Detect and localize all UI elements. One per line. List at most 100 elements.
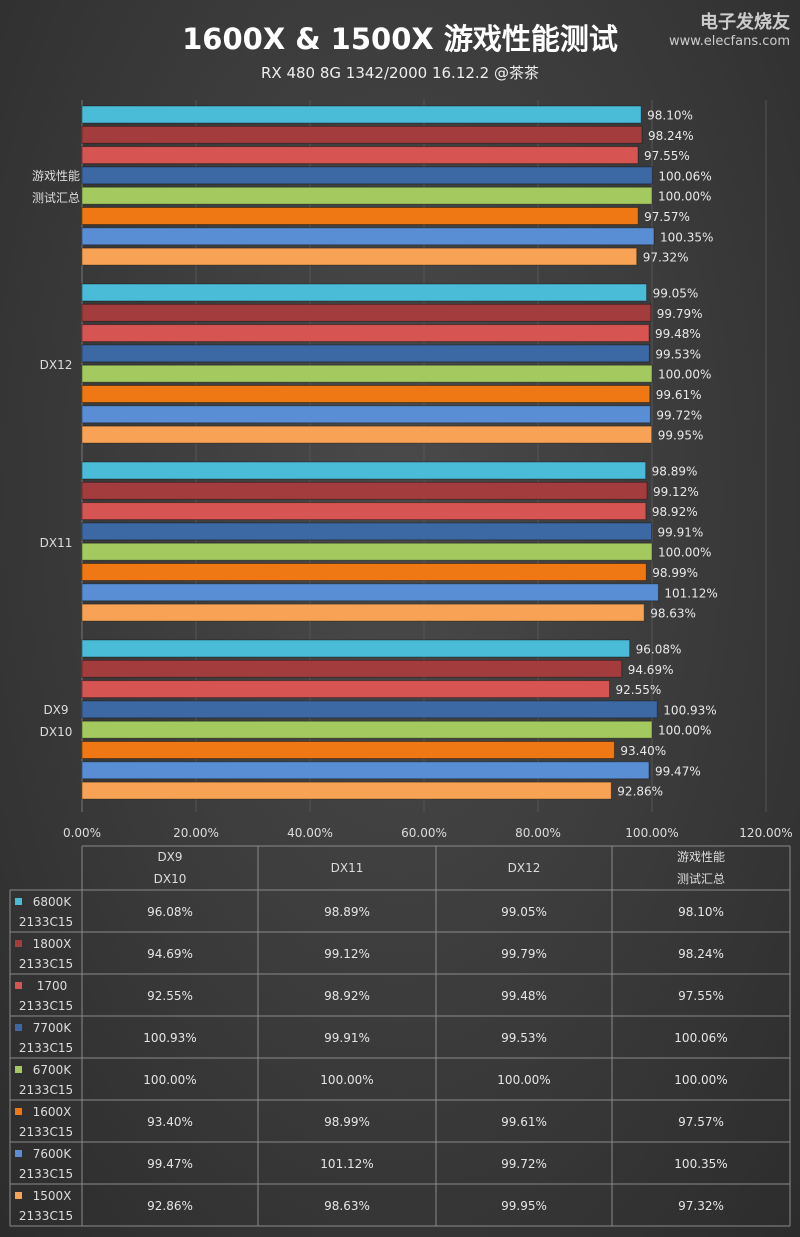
data-label: 99.95% xyxy=(658,429,704,443)
legend-swatch xyxy=(15,940,22,947)
data-label: 98.99% xyxy=(652,566,698,580)
table-header: DX11 xyxy=(331,861,364,875)
bar xyxy=(81,639,631,658)
bar xyxy=(81,324,650,343)
bar xyxy=(81,781,612,800)
bar xyxy=(81,700,658,719)
bar xyxy=(81,502,647,521)
legend-label: 2133C15 xyxy=(19,915,73,929)
data-label: 98.89% xyxy=(652,465,698,479)
legend-label: 1600X xyxy=(33,1105,72,1119)
bar xyxy=(81,303,652,322)
data-label: 99.79% xyxy=(657,307,703,321)
legend-label: 6700K xyxy=(33,1063,73,1077)
bar xyxy=(81,741,615,759)
bar xyxy=(81,720,653,739)
data-label: 97.55% xyxy=(644,149,690,163)
bar xyxy=(81,680,611,699)
data-label: 100.00% xyxy=(658,546,711,560)
legend-swatch xyxy=(15,898,22,905)
table-cell: 100.00% xyxy=(674,1073,727,1087)
data-label: 100.00% xyxy=(658,190,711,204)
table-cell: 93.40% xyxy=(147,1115,193,1129)
bar xyxy=(81,166,653,185)
bar xyxy=(81,583,659,602)
category-label: DX9 xyxy=(43,703,68,717)
legend-label: 2133C15 xyxy=(19,1041,73,1055)
table-cell: 92.86% xyxy=(147,1199,193,1213)
bar xyxy=(81,125,643,144)
table-cell: 99.79% xyxy=(501,947,547,961)
table-header: DX9 xyxy=(157,850,182,864)
x-tick-label: 120.00% xyxy=(739,826,792,840)
table-cell: 98.89% xyxy=(324,905,370,919)
category-label: 测试汇总 xyxy=(32,190,80,205)
bar xyxy=(81,603,645,622)
legend-label: 7600K xyxy=(33,1147,73,1161)
bar xyxy=(81,481,648,500)
data-label: 99.91% xyxy=(657,525,703,539)
data-label: 99.05% xyxy=(653,287,699,301)
table-cell: 99.95% xyxy=(501,1199,547,1213)
data-label: 100.06% xyxy=(658,169,711,183)
chart-subtitle: RX 480 8G 1342/2000 16.12.2 @茶茶 xyxy=(261,64,539,82)
table-cell: 99.05% xyxy=(501,905,547,919)
data-label: 97.32% xyxy=(643,251,689,265)
data-label: 99.72% xyxy=(656,408,702,422)
data-label: 99.48% xyxy=(655,327,701,341)
category-label: DX11 xyxy=(40,536,73,550)
table-cell: 98.63% xyxy=(324,1199,370,1213)
legend-label: 2133C15 xyxy=(19,1167,73,1181)
data-label: 100.93% xyxy=(663,703,716,717)
bar xyxy=(81,146,639,165)
data-label: 99.47% xyxy=(655,764,701,778)
bar xyxy=(81,105,642,124)
table-cell: 100.35% xyxy=(674,1157,727,1171)
bar xyxy=(81,425,653,444)
bar xyxy=(81,364,653,383)
data-label: 98.92% xyxy=(652,505,698,519)
bar xyxy=(81,385,651,403)
data-label: 92.55% xyxy=(616,683,662,697)
data-label: 98.24% xyxy=(648,129,694,143)
table-cell: 96.08% xyxy=(147,905,193,919)
table-cell: 99.47% xyxy=(147,1157,193,1171)
table-cell: 98.24% xyxy=(678,947,724,961)
legend-swatch xyxy=(15,1024,22,1031)
bar xyxy=(81,186,653,205)
data-label: 94.69% xyxy=(628,663,674,677)
data-label: 99.12% xyxy=(653,485,699,499)
table-header: DX12 xyxy=(508,861,541,875)
legend-swatch xyxy=(15,1192,22,1199)
data-label: 96.08% xyxy=(636,643,682,657)
legend-label: 2133C15 xyxy=(19,1083,73,1097)
table-cell: 98.92% xyxy=(324,989,370,1003)
table-cell: 100.06% xyxy=(674,1031,727,1045)
legend-label: 1800X xyxy=(33,937,72,951)
x-tick-label: 80.00% xyxy=(515,826,561,840)
x-tick-label: 40.00% xyxy=(287,826,333,840)
legend-swatch xyxy=(15,1066,22,1073)
table-cell: 97.32% xyxy=(678,1199,724,1213)
legend-swatch xyxy=(15,1108,22,1115)
table-cell: 100.93% xyxy=(143,1031,196,1045)
table-cell: 92.55% xyxy=(147,989,193,1003)
watermark-brand: 电子发烧友 xyxy=(700,12,790,33)
bar xyxy=(81,542,653,561)
data-label: 99.53% xyxy=(655,347,701,361)
table-cell: 99.91% xyxy=(324,1031,370,1045)
bar xyxy=(81,247,638,266)
category-label: DX12 xyxy=(40,358,73,372)
x-tick-label: 20.00% xyxy=(173,826,219,840)
table-cell: 98.10% xyxy=(678,905,724,919)
bar xyxy=(81,283,648,302)
table-cell: 99.12% xyxy=(324,947,370,961)
table-header: 游戏性能 xyxy=(677,850,725,864)
data-label: 100.35% xyxy=(660,230,713,244)
data-label: 97.57% xyxy=(644,210,690,224)
data-label: 99.61% xyxy=(656,388,702,402)
bar xyxy=(81,461,647,480)
bar xyxy=(81,761,650,780)
table-cell: 100.00% xyxy=(497,1073,550,1087)
